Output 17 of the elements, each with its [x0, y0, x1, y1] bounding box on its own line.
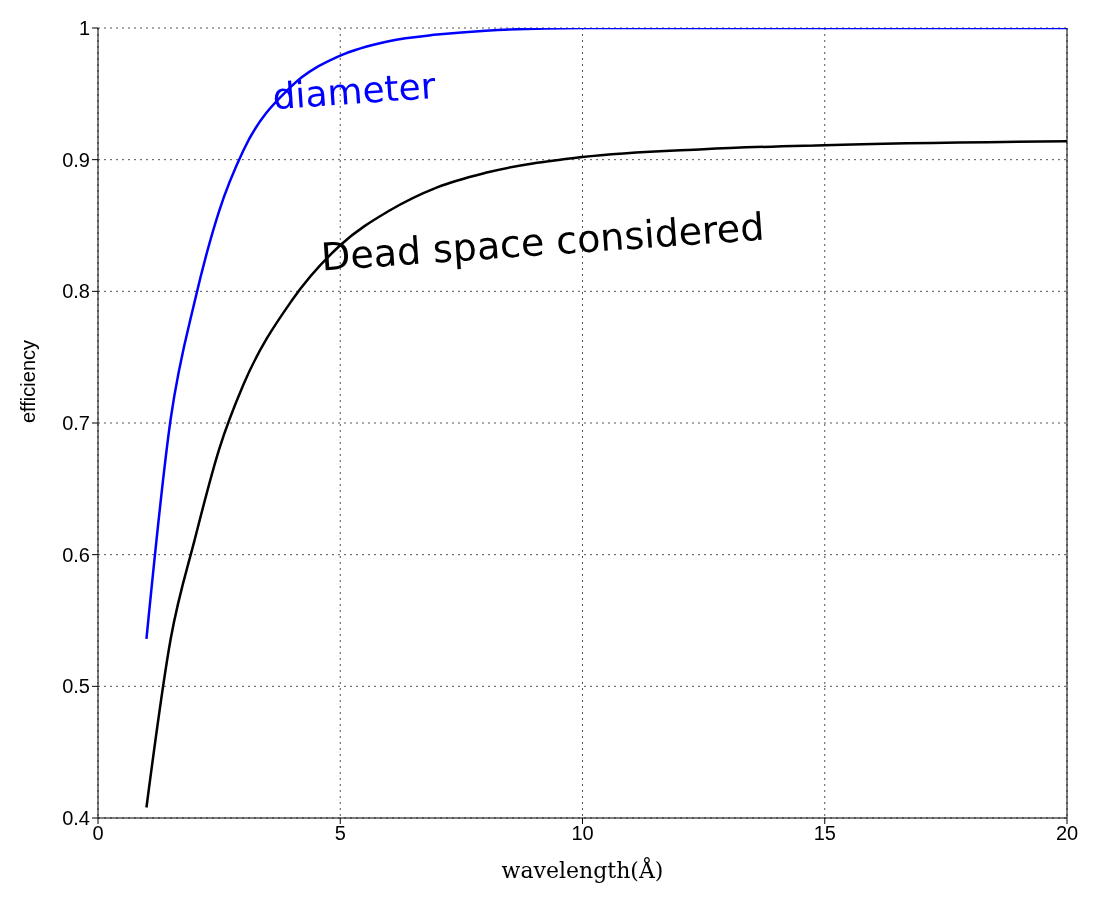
y-tick-label: 1 — [78, 17, 90, 40]
series-label: Dead space considered — [319, 204, 766, 280]
y-tick-label: 0.6 — [62, 543, 90, 566]
y-tick-label: 0.8 — [62, 280, 90, 303]
y-tick-label: 0.7 — [62, 412, 90, 435]
x-tick-label: 5 — [334, 822, 346, 845]
x-tick-label: 15 — [813, 822, 836, 845]
y-tick-label: 0.9 — [62, 148, 90, 171]
y-axis-title: efficiency — [17, 339, 40, 423]
x-axis-title: wavelength(Å) — [501, 856, 664, 883]
x-tick-label: 10 — [571, 822, 594, 845]
series-label: diameter — [271, 64, 437, 118]
y-tick-label: 0.4 — [62, 807, 90, 830]
x-tick-label: 0 — [92, 822, 104, 845]
line-series — [145, 28, 1067, 641]
x-tick-label: 20 — [1055, 822, 1079, 845]
y-tick-label: 0.5 — [62, 675, 90, 698]
